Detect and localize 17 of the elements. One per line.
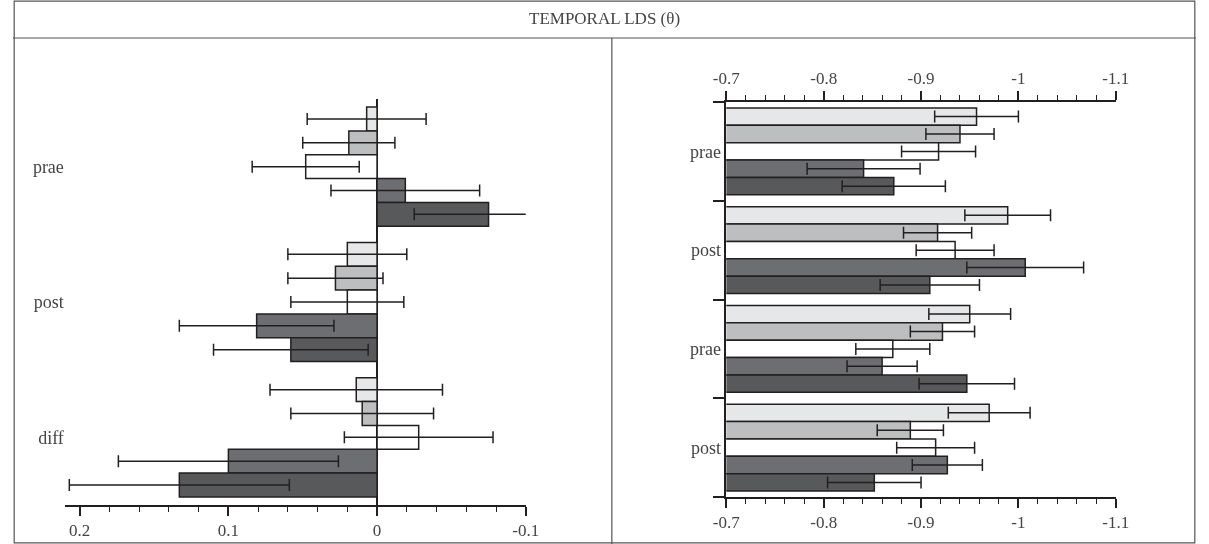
x-tick-label: -1: [1011, 69, 1026, 89]
x-tick-label: 0.1: [217, 521, 240, 541]
x-tick-label: -0.1: [512, 521, 540, 541]
x-tick-label: -0.9: [907, 69, 935, 89]
y-tick-label: prae: [689, 141, 721, 162]
y-tick-label: post: [33, 292, 64, 313]
y-tick-label: post: [690, 437, 721, 458]
x-tick-label: -0.8: [810, 69, 838, 89]
y-tick-label: post: [690, 240, 721, 261]
x-tick-label: -1.1: [1102, 69, 1130, 89]
x-tick-label: 0.2: [69, 521, 91, 541]
y-tick-label: diff: [38, 427, 64, 448]
y-tick-label: prae: [32, 156, 64, 177]
x-tick-label: -0.7: [712, 69, 741, 89]
x-tick-label: 0: [372, 521, 382, 541]
text: TEMPORAL LDS (θ): [529, 9, 681, 28]
y-tick-label: prae: [689, 339, 721, 360]
